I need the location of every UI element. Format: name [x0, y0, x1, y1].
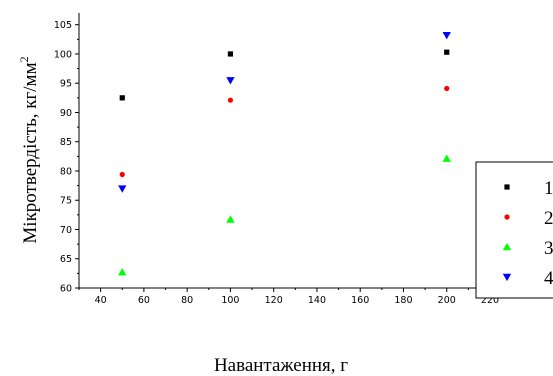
legend-label-2: 2 — [544, 208, 553, 229]
y-axis-title-superscript: 2 — [17, 56, 31, 62]
legend-label-1: 1 — [544, 178, 553, 199]
x-tick-label: 60 — [138, 295, 150, 306]
x-tick-label: 120 — [265, 295, 283, 306]
x-tick-label: 200 — [438, 295, 456, 306]
data-point-series-3 — [442, 154, 451, 162]
y-tick-label: 70 — [60, 225, 72, 236]
x-tick-label: 180 — [394, 295, 412, 306]
data-point-series-4 — [442, 32, 451, 40]
data-point-series-1 — [119, 95, 125, 101]
x-axis-title: Навантаження, г — [214, 355, 348, 376]
y-axis-title: Мікротвердість, кг/мм2 — [17, 56, 41, 243]
data-point-series-3 — [226, 215, 235, 223]
data-point-series-4 — [118, 185, 127, 193]
axes — [78, 13, 490, 289]
legend-label-3: 3 — [544, 238, 553, 259]
legend: 1 2 3 4 — [475, 161, 553, 299]
y-tick-label: 105 — [54, 20, 72, 31]
x-tick-label: 40 — [95, 295, 107, 306]
y-tick-label: 90 — [60, 108, 72, 119]
legend-items: 1 2 3 4 — [502, 178, 553, 289]
y-tick-label: 80 — [60, 166, 72, 177]
y-tick-label: 75 — [60, 196, 72, 207]
data-points — [118, 32, 451, 276]
x-tick-label: 140 — [308, 295, 326, 306]
data-point-series-2 — [227, 97, 234, 103]
legend-box — [475, 161, 553, 299]
x-tick-label: 80 — [181, 295, 193, 306]
legend-marker-3 — [502, 242, 512, 251]
legend-marker-2 — [504, 214, 510, 220]
y-tick-label: 95 — [60, 79, 72, 90]
data-point-series-2 — [119, 171, 125, 178]
legend-marker-4 — [502, 273, 512, 282]
y-axis-title-main: Мікротвердість, кг/мм — [20, 62, 41, 243]
y-tick-label: 60 — [60, 284, 72, 295]
plot-area — [79, 13, 490, 288]
data-point-series-1 — [444, 49, 450, 55]
x-ticks: 40 60 80 100 120 140 160 180 200 220 — [78, 288, 499, 306]
y-tick-label: 100 — [54, 49, 72, 60]
y-ticks: 60 65 70 75 80 85 90 95 100 105 — [54, 20, 79, 295]
y-tick-label: 85 — [60, 137, 72, 148]
data-point-series-2 — [444, 85, 450, 92]
x-tick-label: 100 — [221, 295, 239, 306]
legend-label-4: 4 — [544, 268, 553, 289]
data-point-series-3 — [118, 268, 127, 276]
x-tick-label: 220 — [481, 295, 499, 306]
y-tick-label: 65 — [60, 254, 72, 265]
legend-marker-1 — [504, 184, 510, 190]
data-point-series-4 — [226, 77, 235, 85]
x-tick-label: 160 — [351, 295, 369, 306]
data-point-series-1 — [227, 51, 234, 57]
